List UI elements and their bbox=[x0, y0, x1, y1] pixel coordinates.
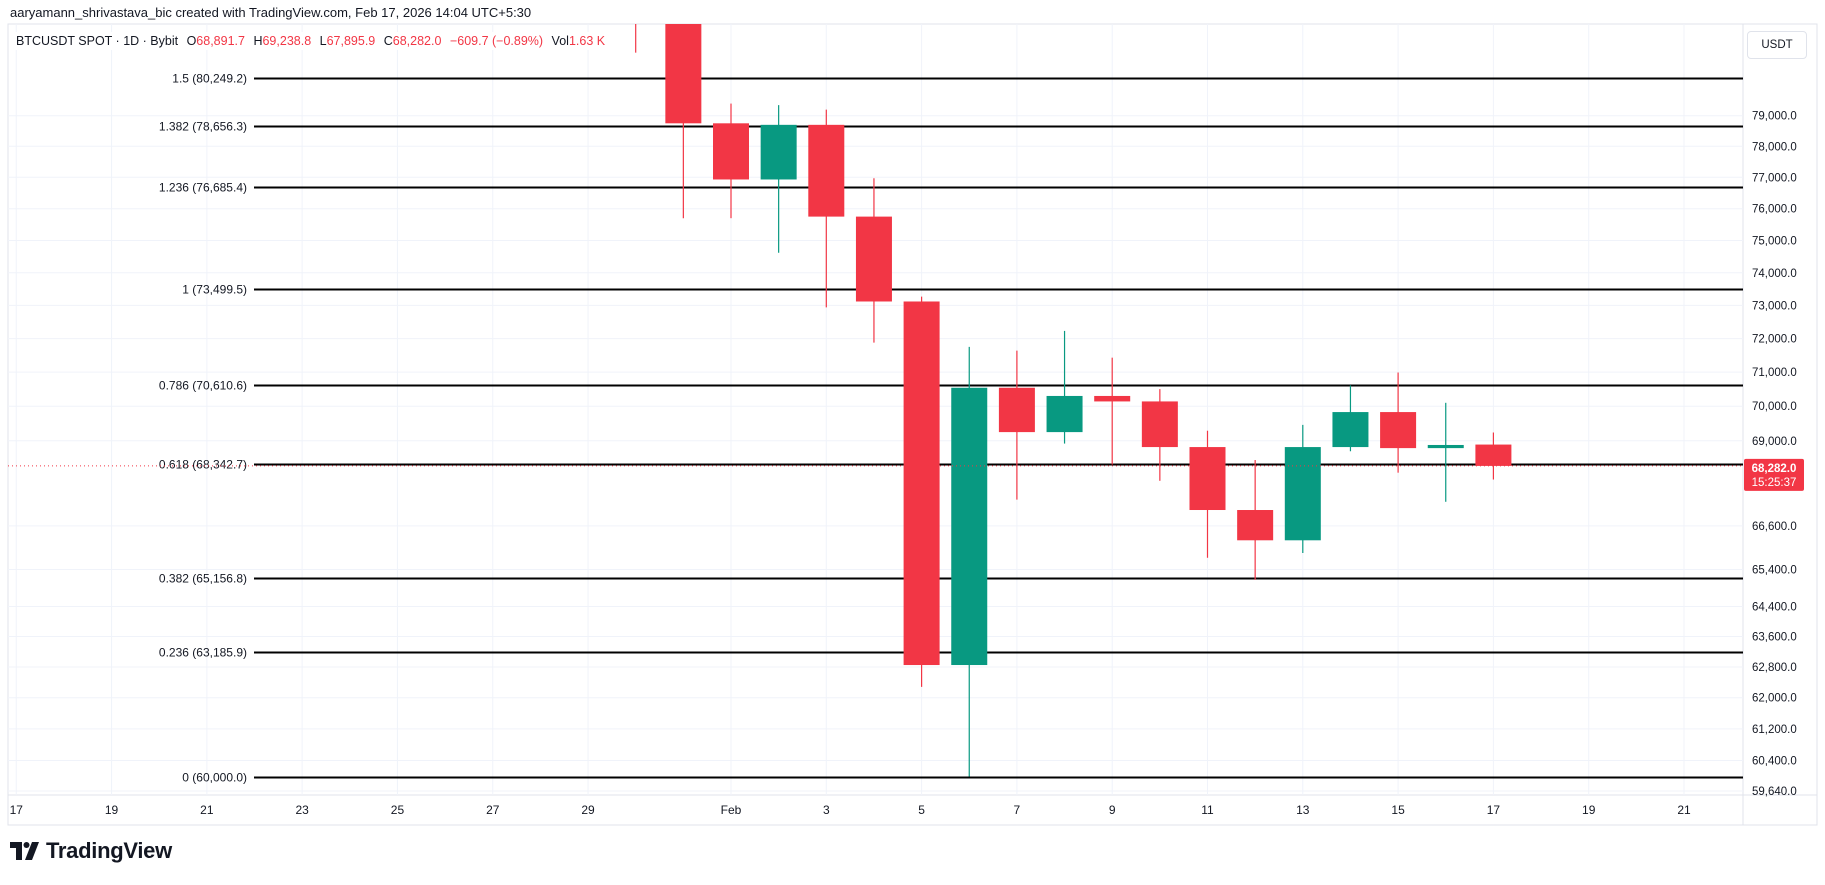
last-price-badge bbox=[1744, 458, 1804, 491]
price-tick-label: 70,000.0 bbox=[1752, 401, 1797, 413]
time-tick-label: 21 bbox=[1677, 803, 1691, 817]
price-tick-label: 77,000.0 bbox=[1752, 172, 1797, 184]
price-tick-label: 60,400.0 bbox=[1752, 756, 1797, 768]
high-value: 69,238.8 bbox=[262, 34, 312, 48]
price-axis[interactable]: 79,000.0 78,000.0 77,000.0 76,000.0 75,000.0… bbox=[1744, 111, 1804, 798]
candle-body-down bbox=[665, 24, 702, 124]
price-tick-label: 71,000.0 bbox=[1752, 367, 1797, 379]
high-label: H bbox=[253, 34, 263, 48]
candle-body-up bbox=[951, 387, 988, 666]
pane-border bbox=[7, 23, 1818, 826]
candle-body-down bbox=[998, 387, 1035, 433]
candle-body-down bbox=[855, 216, 892, 302]
price-tick-label: 62,000.0 bbox=[1752, 693, 1797, 705]
fibonacci-levels[interactable]: 1.5 (80,249.2) 1.382 (78,656.3) 1.236 (76,… bbox=[159, 72, 1743, 785]
fib-level-label: 1 (73,499.5) bbox=[182, 283, 247, 297]
time-tick-label: 5 bbox=[918, 803, 925, 817]
price-tick-label: 75,000.0 bbox=[1752, 236, 1797, 248]
price-tick-label: 69,000.0 bbox=[1752, 436, 1797, 448]
time-axis[interactable]: 17 19 21 23 25 27 29 Feb 3 5 7 9 11 13 15 17 19 21 bbox=[10, 803, 1691, 817]
price-tick-label: 63,600.0 bbox=[1752, 632, 1797, 644]
fib-level-label: 0 (60,000.0) bbox=[182, 771, 247, 785]
last-price-label: 68,282.0 bbox=[1752, 463, 1797, 475]
time-tick-label: 3 bbox=[823, 803, 830, 817]
time-tick-label: Feb bbox=[721, 803, 742, 817]
change-value: −609.7 (−0.89%) bbox=[449, 34, 544, 48]
candle-body-down bbox=[713, 123, 749, 180]
fib-level-label: 0.618 (68,342.7) bbox=[159, 458, 247, 472]
time-tick-label: 13 bbox=[1296, 803, 1310, 817]
candle-body-down bbox=[1141, 401, 1178, 448]
price-tick-label: 64,400.0 bbox=[1752, 602, 1797, 614]
fib-level-label: 1.382 (78,656.3) bbox=[159, 120, 247, 134]
time-tick-label: 17 bbox=[1487, 803, 1501, 817]
fib-level-label: 0.236 (63,185.9) bbox=[159, 646, 247, 660]
tradingview-logo-text: TradingView bbox=[46, 838, 172, 863]
candle-body-up bbox=[1046, 395, 1083, 433]
candle-body-down bbox=[903, 301, 940, 666]
open-value: 68,891.7 bbox=[196, 34, 245, 48]
currency-button[interactable]: USDT bbox=[1747, 31, 1807, 59]
time-tick-label: 15 bbox=[1391, 803, 1405, 817]
candle-body-down bbox=[1094, 395, 1131, 402]
candle-body-up bbox=[1332, 412, 1369, 448]
fib-level-label: 1.5 (80,249.2) bbox=[172, 72, 247, 86]
time-tick-label: 23 bbox=[295, 803, 309, 817]
time-tick-label: 19 bbox=[1582, 803, 1596, 817]
candle-body-down bbox=[1237, 510, 1274, 541]
price-tick-label: 62,800.0 bbox=[1752, 662, 1797, 674]
open-label: O bbox=[186, 34, 197, 48]
price-tick-label: 72,000.0 bbox=[1752, 334, 1797, 346]
low-value: 67,895.9 bbox=[326, 34, 376, 48]
time-tick-label: 7 bbox=[1014, 803, 1021, 817]
price-tick-label: 65,400.0 bbox=[1752, 565, 1797, 577]
fib-level-label: 0.786 (70,610.6) bbox=[159, 379, 247, 393]
candles bbox=[8, 0, 1743, 777]
candle-body-up bbox=[1284, 447, 1321, 541]
price-tick-label: 66,600.0 bbox=[1752, 521, 1797, 533]
time-tick-label: 11 bbox=[1201, 803, 1214, 817]
symbol-info[interactable]: BTCUSDT SPOT · 1D · Bybit bbox=[16, 34, 179, 48]
price-tick-label: 73,000.0 bbox=[1752, 300, 1797, 312]
price-tick-label: 78,000.0 bbox=[1752, 141, 1797, 153]
price-tick-label: 61,200.0 bbox=[1752, 724, 1797, 736]
candle-body-down bbox=[1189, 447, 1226, 511]
tradingview-logo[interactable]: TradingView bbox=[10, 838, 172, 864]
candle-body-up bbox=[760, 124, 797, 180]
symbol-legend: BTCUSDT SPOT · 1D · Bybit O68,891.7 H69,… bbox=[10, 32, 617, 50]
candle-body-down bbox=[1380, 412, 1417, 449]
price-tick-label: 76,000.0 bbox=[1752, 204, 1797, 216]
time-tick-label: 9 bbox=[1109, 803, 1116, 817]
volume-value: 1.63 K bbox=[568, 34, 606, 48]
attribution-text: aaryamann_shrivastava_bic created with T… bbox=[10, 5, 532, 20]
close-label: C bbox=[383, 34, 393, 48]
tradingview-logo-icon bbox=[10, 842, 39, 860]
price-tick-label: 59,640.0 bbox=[1752, 786, 1797, 798]
low-label: L bbox=[319, 34, 327, 48]
price-tick-label: 79,000.0 bbox=[1752, 111, 1797, 123]
candle-body-down bbox=[618, 0, 654, 6]
candle-body-down bbox=[808, 124, 845, 217]
price-tick-label: 74,000.0 bbox=[1752, 268, 1797, 280]
volume-label: Vol bbox=[551, 34, 569, 48]
bar-countdown-label: 15:25:37 bbox=[1752, 477, 1797, 489]
close-value: 68,282.0 bbox=[392, 34, 442, 48]
time-tick-label: 21 bbox=[200, 803, 214, 817]
candle-body-up bbox=[1427, 444, 1464, 449]
time-tick-label: 17 bbox=[10, 803, 24, 817]
time-tick-label: 25 bbox=[391, 803, 405, 817]
time-tick-label: 19 bbox=[105, 803, 119, 817]
candle-body-down bbox=[1475, 444, 1512, 466]
fib-level-label: 0.382 (65,156.8) bbox=[159, 572, 247, 586]
time-tick-label: 27 bbox=[486, 803, 500, 817]
time-tick-label: 29 bbox=[581, 803, 595, 817]
fib-level-label: 1.236 (76,685.4) bbox=[159, 181, 247, 195]
